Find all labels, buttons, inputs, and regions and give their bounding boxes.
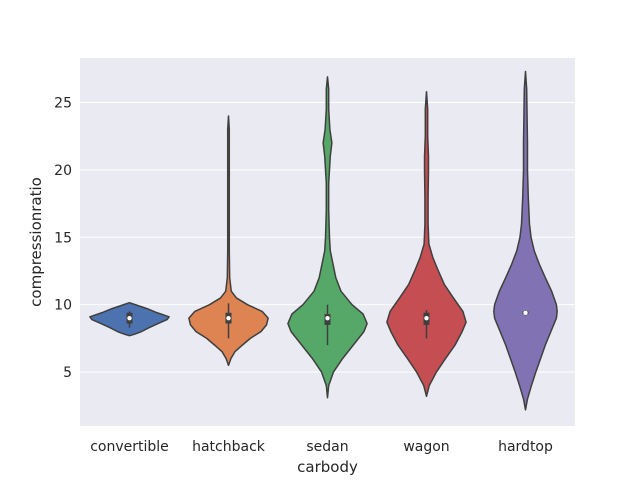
- violin-body: [386, 90, 467, 398]
- violin-body: [287, 76, 368, 399]
- x-axis-label: carbody: [297, 458, 358, 476]
- x-tick-label: wagon: [403, 439, 449, 455]
- y-tick-label: 25: [54, 95, 72, 111]
- violin-convertible: [89, 301, 170, 337]
- y-tick-labels: 5 10 15 20 25: [54, 95, 72, 381]
- y-tick-label: 5: [63, 365, 72, 381]
- violin-wagon: [386, 90, 467, 398]
- violin-body: [493, 70, 558, 411]
- violin-sedan: [287, 76, 368, 399]
- violin-hardtop: [493, 70, 558, 411]
- violin-median: [127, 315, 132, 321]
- violin-median: [424, 315, 429, 321]
- y-tick-label: 10: [54, 298, 72, 314]
- violins: [89, 70, 558, 411]
- x-tick-label: convertible: [90, 439, 169, 455]
- x-tick-label: hardtop: [498, 439, 553, 455]
- y-tick-label: 15: [54, 230, 72, 246]
- violin-median: [325, 315, 330, 321]
- violin-body: [188, 115, 269, 367]
- violin-hatchback: [188, 115, 269, 367]
- y-axis-label: compressionratio: [27, 177, 45, 307]
- x-tick-label: hatchback: [192, 439, 266, 455]
- x-tick-labels: convertible hatchback sedan wagon hardtop: [90, 439, 553, 455]
- violin-median: [226, 315, 231, 321]
- x-tick-label: sedan: [306, 439, 348, 455]
- violin-median: [523, 310, 528, 315]
- y-tick-label: 20: [54, 163, 72, 179]
